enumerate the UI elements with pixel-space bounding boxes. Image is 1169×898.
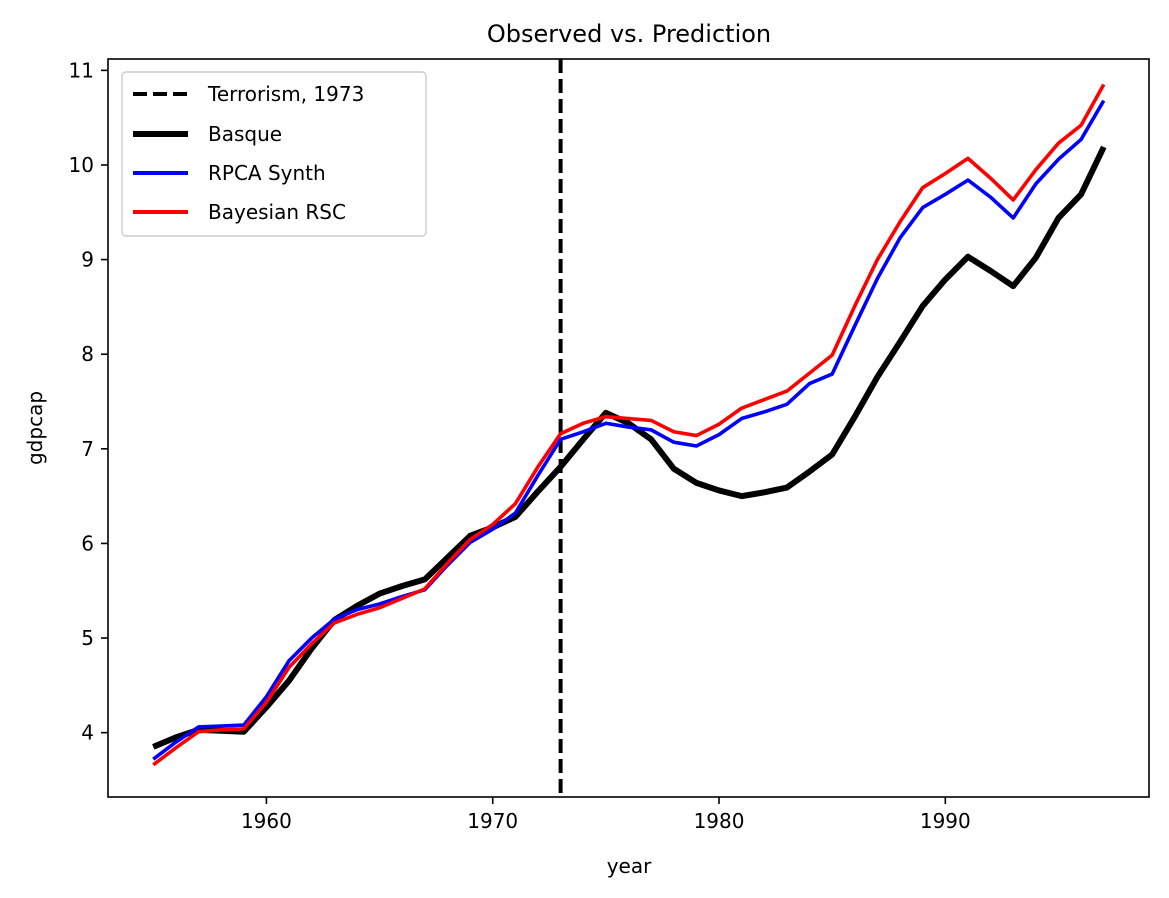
plot-frame [107, 58, 1150, 798]
y-axis: 4 5 6 7 8 9 10 11 [69, 58, 108, 745]
x-tick-label-1960: 1960 [241, 809, 292, 833]
y-axis-label: gdpcap [23, 391, 47, 465]
legend-label-basque: Basque [208, 122, 282, 146]
x-axis: 1960 1970 1980 1990 [241, 797, 971, 833]
y-tick-label-6: 6 [81, 531, 94, 555]
legend-box [121, 71, 427, 237]
legend-label-rpca: RPCA Synth [208, 161, 326, 185]
series-line-basque [152, 145, 1107, 750]
y-tick-label-9: 9 [81, 248, 94, 272]
x-tick-label-1970: 1970 [467, 809, 518, 833]
legend-label-bayesian: Bayesian RSC [208, 200, 346, 224]
y-tick-label-10: 10 [69, 153, 94, 177]
series-line-bayesian-rsc [152, 83, 1106, 767]
y-tick-label-8: 8 [81, 342, 94, 366]
y-tick-label-4: 4 [81, 721, 94, 745]
x-tick-label-1990: 1990 [920, 809, 971, 833]
plot-series [152, 59, 1107, 797]
x-tick-label-1980: 1980 [694, 809, 745, 833]
legend: Terrorism, 1973 Basque RPCA Synth Bayesi… [121, 71, 427, 237]
chart-title: Observed vs. Prediction [487, 20, 771, 48]
legend-label-vline: Terrorism, 1973 [207, 82, 364, 106]
y-tick-label-7: 7 [81, 437, 94, 461]
y-tick-label-11: 11 [69, 58, 94, 82]
x-axis-label: year [607, 854, 652, 878]
series-line-rpca-synth [152, 99, 1106, 761]
y-tick-label-5: 5 [81, 626, 94, 650]
